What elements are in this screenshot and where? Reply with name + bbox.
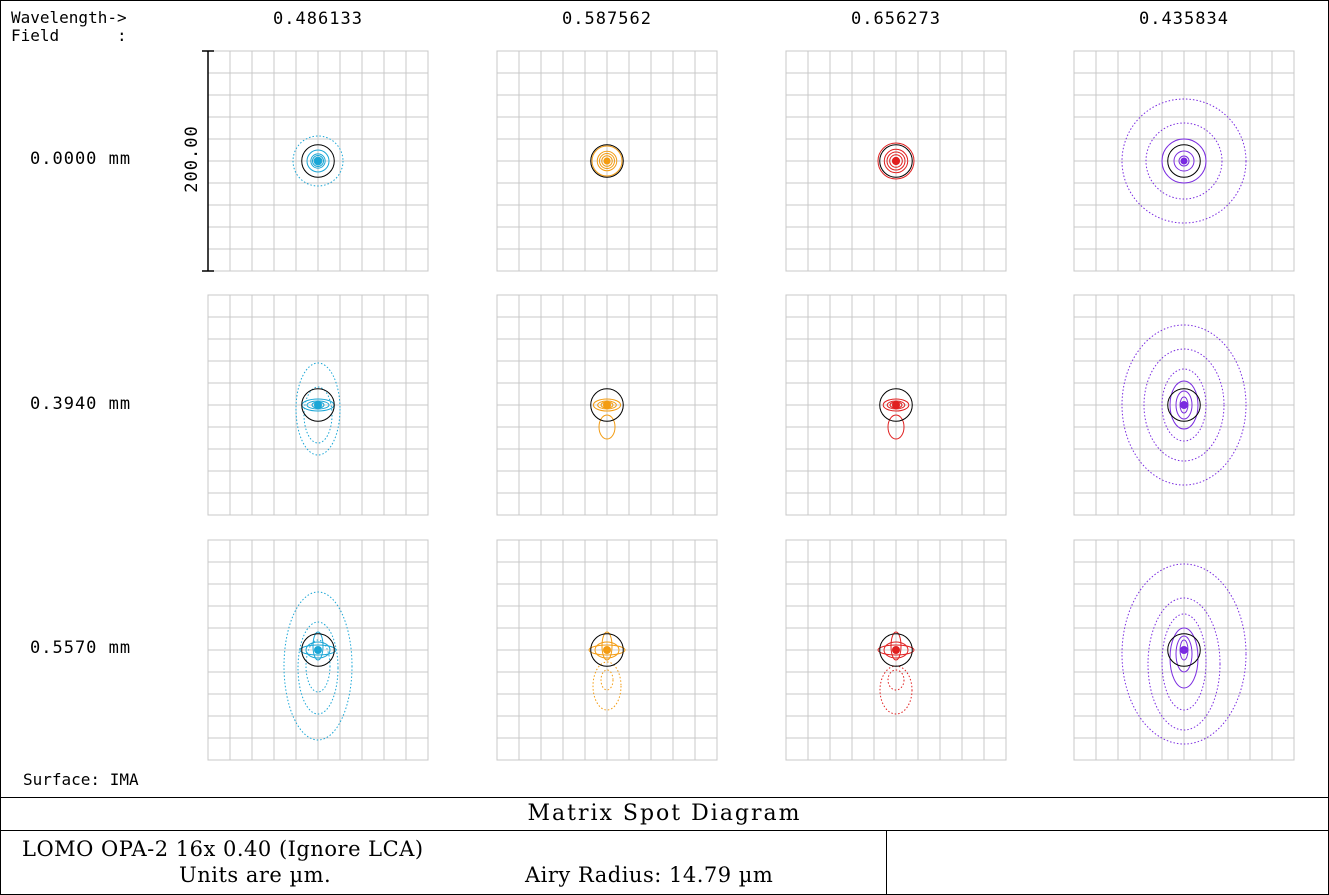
spot-ring-r1-c3-1 [891, 156, 901, 166]
spot-core-r2-c4 [1180, 401, 1188, 409]
wavelength-label-4: 0.435834 [1139, 9, 1229, 29]
spot-core-r2-c2 [603, 401, 611, 409]
spot-ring-r1-c4-5 [1121, 98, 1247, 224]
spot-ring-r2-c3-1 [882, 398, 910, 412]
diagram-title: Matrix Spot Diagram [527, 801, 802, 826]
footer-divider-vertical [886, 830, 887, 894]
spot-ring-r3-c2-3 [601, 631, 613, 661]
spot-ring-r3-c3-1 [877, 644, 915, 656]
spot-core-r3-c4 [1180, 646, 1188, 654]
footer-divider-top [1, 797, 1328, 798]
spot-diagram-plot [202, 50, 1295, 761]
spot-ring-r2-c3-4 [887, 414, 905, 440]
lens-name: LOMO OPA-2 16x 0.40 (Ignore LCA) [22, 837, 424, 861]
spot-ring-r2-c1-5 [295, 362, 341, 456]
spot-ring-r1-c3-3 [886, 151, 906, 171]
airy-disk-r2-c2 [590, 388, 624, 422]
spot-ring-r2-c4-4 [1161, 368, 1207, 442]
spot-ring-r2-c2-1 [592, 398, 622, 412]
spot-ring-r1-c3-2 [889, 154, 903, 168]
spot-ring-r2-c4-2 [1175, 390, 1193, 420]
airy-disk-r1-c4 [1167, 144, 1201, 178]
spot-ring-r1-c3-5 [877, 142, 915, 180]
spot-ring-r3-c2-5 [592, 661, 622, 711]
wavelength-label-3: 0.656273 [851, 9, 941, 29]
spot-ring-r3-c4-5 [1147, 597, 1221, 731]
units-label: Units are µm. [179, 863, 332, 887]
field-label-3: 0.5570 mm [30, 638, 132, 658]
spot-ring-r3-c2-4 [600, 669, 614, 691]
spot-ring-r3-c2-1 [588, 644, 626, 656]
spot-ring-r2-c1-4 [303, 386, 333, 444]
spot-ring-r3-c1-5 [297, 621, 339, 715]
spot-core-r2-c1 [314, 401, 322, 409]
spot-ring-r3-c2-2 [594, 641, 620, 659]
spot-ring-r1-c4-1 [1178, 155, 1190, 167]
spot-ring-r2-c4-5 [1143, 348, 1225, 462]
spot-core-r1-c4 [1180, 157, 1188, 165]
spot-ring-r3-c4-6 [1121, 563, 1247, 745]
wavelength-label-1: 0.486133 [273, 9, 363, 29]
airy-disk-r3-c1 [301, 633, 335, 667]
spot-ring-r1-c4-3 [1161, 138, 1207, 184]
airy-disk-r3-c3 [879, 633, 913, 667]
airy-disk-r2-c3 [879, 388, 913, 422]
spot-ring-r3-c3-4 [887, 669, 905, 691]
spot-ring-r3-c1-4 [305, 639, 331, 693]
spot-ring-r3-c1-6 [283, 591, 353, 741]
spot-ring-r1-c2-5 [591, 145, 623, 177]
spot-ring-r1-c3-4 [883, 148, 909, 174]
spot-ring-r1-c4-2 [1173, 150, 1195, 172]
spot-ring-r1-c2-2 [601, 155, 613, 167]
field-label-1: 0.0000 mm [30, 149, 132, 169]
spot-ring-r1-c4-4 [1145, 122, 1223, 200]
spot-core-r3-c2 [603, 646, 611, 654]
field-header-label: Field : [11, 26, 127, 45]
spot-ring-r1-c1-2 [313, 156, 323, 166]
airy-disk-r3-c4 [1167, 633, 1201, 667]
spot-core-r1-c2 [603, 157, 611, 165]
spot-ring-r3-c1-2 [305, 641, 331, 659]
spot-ring-r2-c4-6 [1121, 324, 1247, 486]
airy-disk-r1-c3 [879, 144, 913, 178]
spot-core-r2-c3 [892, 401, 900, 409]
spot-ring-r1-c2-4 [596, 150, 618, 172]
spot-ring-r2-c2-4 [598, 414, 616, 440]
footer-divider-middle [1, 830, 1328, 831]
spot-ring-r3-c4-4 [1161, 613, 1207, 711]
wavelength-label-2: 0.587562 [562, 9, 652, 29]
spot-core-r3-c1 [314, 646, 322, 654]
airy-disk-r1-c1 [301, 144, 335, 178]
spot-ring-r3-c3-2 [883, 641, 909, 659]
spot-ring-r1-c2-3 [599, 153, 615, 169]
spot-ring-r1-c1-6 [292, 135, 344, 187]
spot-ring-r3-c1-3 [312, 631, 324, 661]
spot-core-r1-c1 [314, 157, 322, 165]
spot-ring-r1-c1-5 [306, 149, 330, 173]
airy-disk-r3-c2 [590, 633, 624, 667]
spot-ring-r3-c3-3 [890, 631, 902, 661]
airy-disk-r2-c1 [301, 388, 335, 422]
airy-disk-r2-c4 [1167, 388, 1201, 422]
spot-core-r1-c3 [892, 157, 900, 165]
surface-label: Surface: IMA [23, 770, 139, 789]
field-label-2: 0.3940 mm [30, 394, 132, 414]
spot-core-r3-c3 [892, 646, 900, 654]
airy-radius-label: Airy Radius: 14.79 µm [525, 863, 774, 887]
spot-ring-r1-c1-4 [310, 153, 326, 169]
spot-ring-r2-c4-3 [1169, 380, 1199, 430]
spot-ring-r3-c4-2 [1175, 635, 1193, 673]
spot-ring-r1-c1-3 [312, 155, 324, 167]
wavelength-header-label: Wavelength-> [11, 8, 127, 27]
airy-disk-r1-c2 [590, 144, 624, 178]
